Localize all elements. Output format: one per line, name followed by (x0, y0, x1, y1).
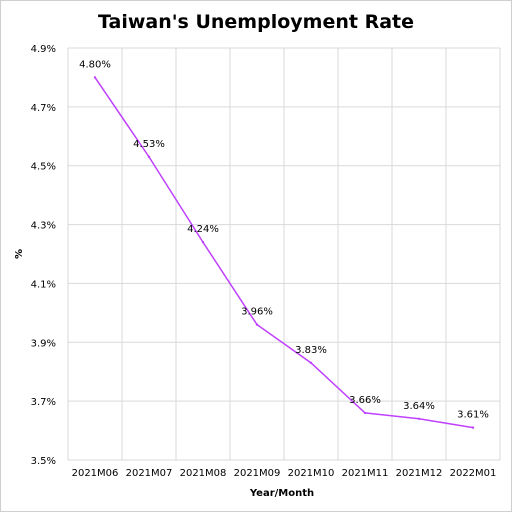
data-label: 4.53% (133, 139, 165, 150)
data-labels: 4.80% 4.53% 4.24% 3.96% 3.83% 3.66% 3.64% 3.61% (79, 59, 489, 420)
data-point (93, 76, 97, 79)
x-axis-ticks: 2021M06 2021M07 2021M08 2021M09 2021M10 2021M… (72, 468, 497, 479)
x-tick-label: 2021M08 (180, 468, 227, 479)
x-tick-label: 2021M09 (234, 468, 281, 479)
y-tick-label: 3.7% (31, 397, 56, 408)
data-label: 4.80% (79, 59, 111, 70)
x-tick-label: 2021M06 (72, 468, 119, 479)
series-line (94, 77, 474, 429)
y-tick-label: 3.5% (31, 456, 56, 467)
x-tick-label: 2021M07 (126, 468, 173, 479)
x-tick-label: 2021M12 (396, 468, 443, 479)
data-point (417, 417, 421, 420)
gridlines (67, 47, 501, 461)
data-point (147, 155, 151, 159)
y-tick-label: 3.9% (31, 338, 56, 349)
x-tick-label: 2021M10 (288, 468, 335, 479)
y-tick-label: 4.7% (31, 103, 56, 114)
chart-title: Taiwan's Unemployment Rate (98, 11, 414, 33)
data-label: 3.96% (241, 307, 273, 318)
y-axis-ticks: 3.5% 3.7% 3.9% 4.1% 4.3% 4.5% 4.7% 4.9% (31, 44, 56, 467)
data-label: 3.66% (349, 395, 381, 406)
data-label: 4.24% (187, 224, 219, 235)
data-point (309, 361, 313, 365)
y-tick-label: 4.5% (31, 162, 56, 173)
data-point (255, 323, 259, 326)
data-label: 3.83% (295, 345, 327, 356)
y-axis-title: % (14, 249, 25, 259)
y-tick-label: 4.3% (31, 221, 56, 232)
data-point (201, 241, 205, 244)
x-tick-label: 2022M01 (450, 468, 497, 479)
data-point (471, 426, 475, 429)
data-point (363, 411, 367, 415)
x-tick-label: 2021M11 (342, 468, 389, 479)
series-layer (93, 76, 475, 429)
data-label: 3.64% (403, 401, 435, 412)
y-tick-label: 4.1% (31, 279, 56, 290)
y-tick-label: 4.9% (31, 44, 56, 55)
data-label: 3.61% (457, 410, 489, 421)
x-axis-title: Year/Month (249, 488, 314, 499)
